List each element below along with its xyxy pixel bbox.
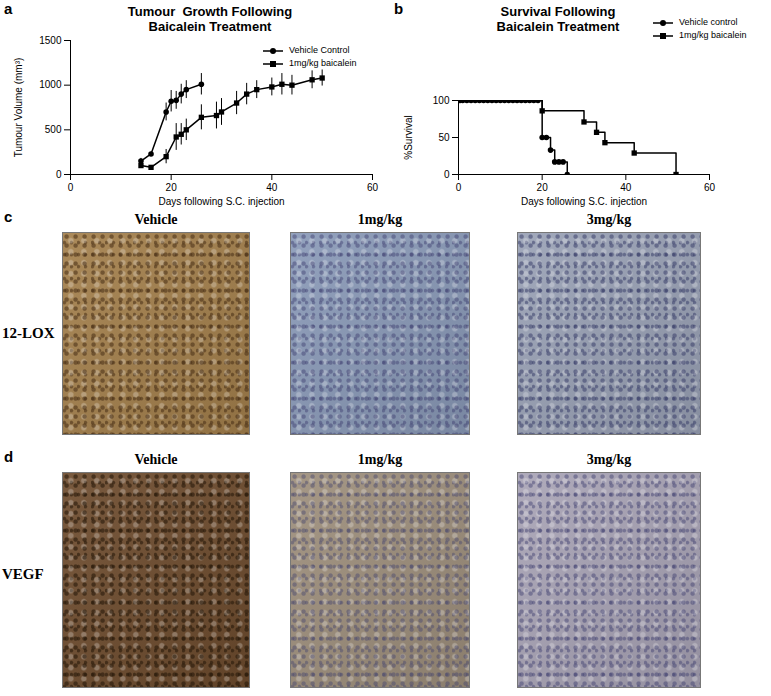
svg-text:1000: 1000	[39, 79, 62, 90]
svg-text:60: 60	[704, 182, 716, 193]
svg-text:0: 0	[444, 169, 450, 180]
svg-text:%Survival: %Survival	[403, 115, 414, 159]
html-text:3mg/kg: 3mg/kg	[586, 452, 632, 467]
html-text:12-LOX: 12-LOX	[2, 325, 55, 341]
html-text:Survival Following Baicalein T: Survival Following Baicalein Treatment	[496, 4, 620, 34]
svg-text:20: 20	[537, 182, 549, 193]
svg-text:0: 0	[456, 182, 462, 193]
svg-text:20: 20	[166, 182, 178, 193]
svg-text:40: 40	[620, 182, 632, 193]
svg-text:0: 0	[56, 169, 62, 180]
html-text:1mg/kg: 1mg/kg	[357, 212, 403, 227]
html-text:a: a	[4, 0, 13, 17]
html-text:1mg/kg: 1mg/kg	[357, 452, 403, 467]
html-text:Vehicle Control: Vehicle Control	[289, 45, 350, 55]
svg-text:500: 500	[45, 124, 62, 135]
svg-text:60: 60	[367, 182, 379, 193]
svg-text:50: 50	[438, 132, 450, 143]
html-text:Vehicle: Vehicle	[134, 452, 178, 467]
html-text:c: c	[4, 208, 13, 225]
svg-text:0: 0	[68, 182, 74, 193]
html-text:VEGF: VEGF	[2, 566, 44, 582]
html-text:3mg/kg: 3mg/kg	[586, 212, 632, 227]
svg-text:100: 100	[433, 95, 450, 106]
svg-text:40: 40	[266, 182, 278, 193]
html-text:Vehicle: Vehicle	[134, 212, 178, 227]
svg-text:Days following S.C. injection: Days following S.C. injection	[158, 196, 284, 207]
svg-text:Days following S.C. injection: Days following S.C. injection	[521, 196, 647, 207]
html-text:Tumour Growth Following Baical: Tumour Growth Following Baicalein Treatm…	[127, 4, 296, 34]
html-text:d: d	[4, 448, 14, 465]
svg-text:Tumour Volume (mm³): Tumour Volume (mm³)	[13, 58, 24, 158]
html-text:b: b	[394, 0, 404, 17]
html-text:Vehicle control: Vehicle control	[679, 17, 738, 27]
svg-text:1500: 1500	[39, 35, 62, 46]
html-text:1mg/kg baicalein: 1mg/kg baicalein	[679, 30, 747, 40]
html-text:1mg/kg baicalein: 1mg/kg baicalein	[289, 58, 357, 68]
